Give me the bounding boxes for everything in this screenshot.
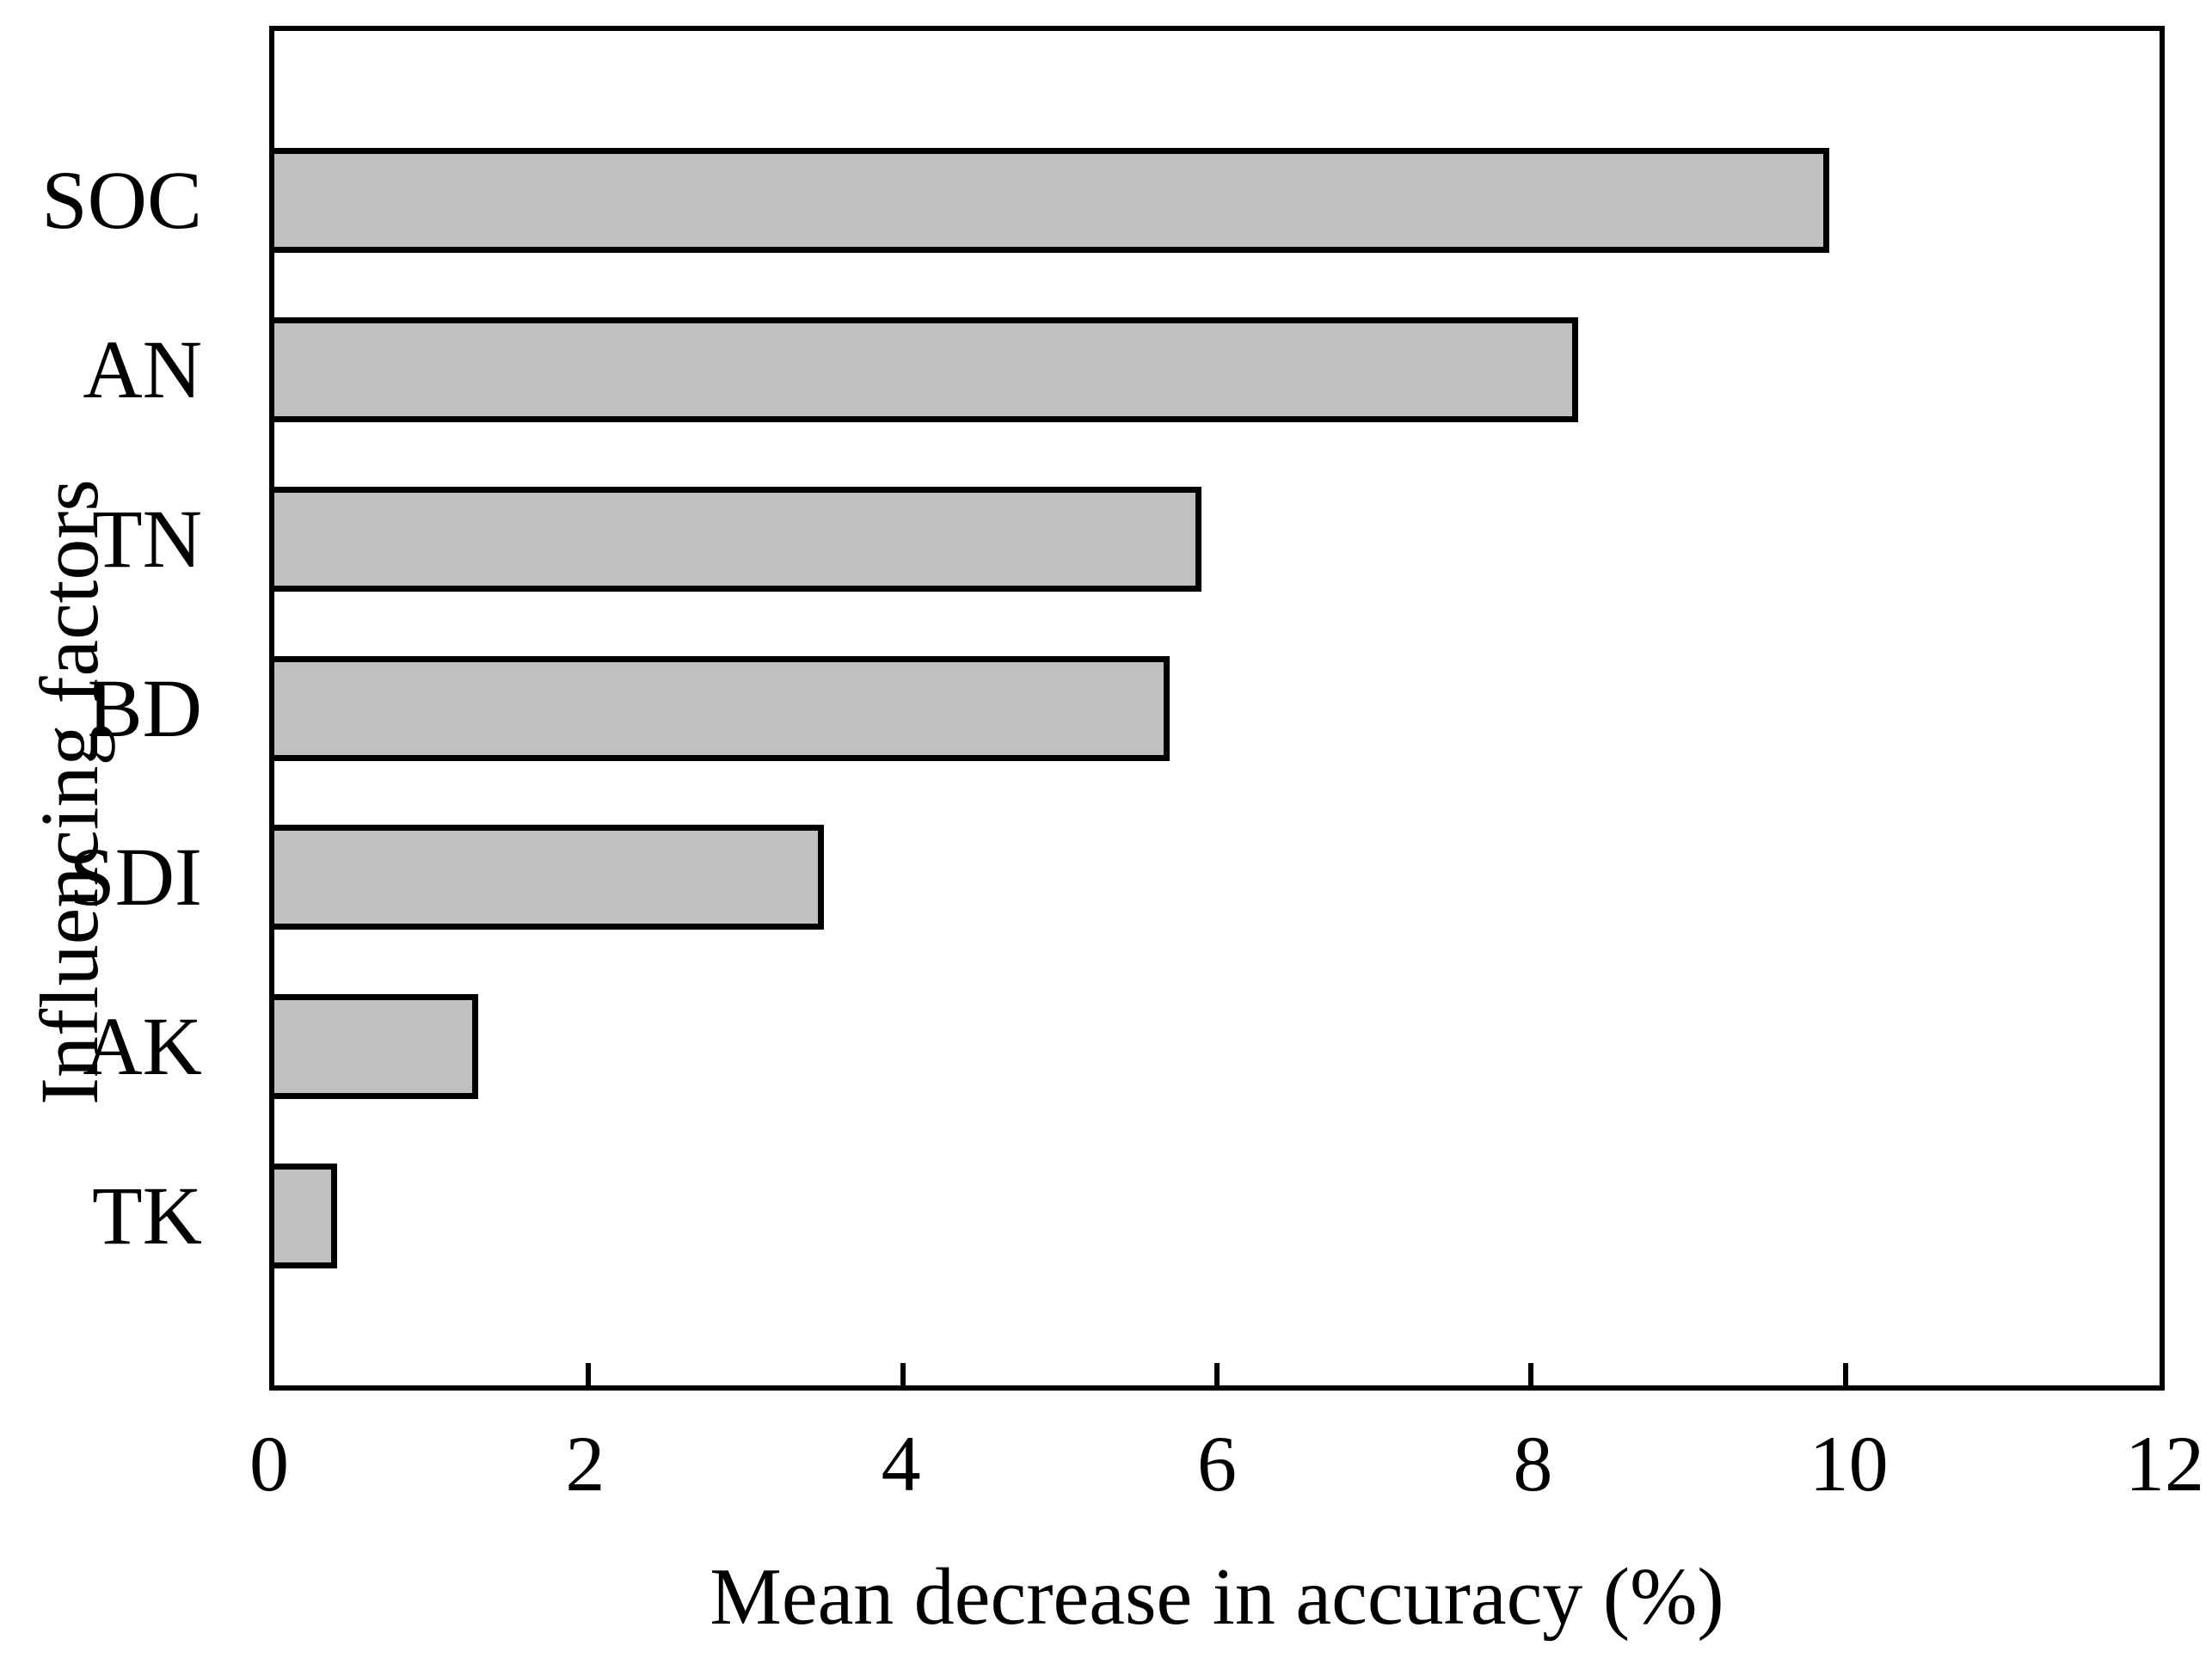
x-tick-label-0: 0 (249, 1420, 289, 1508)
category-label-tk: TK (92, 1170, 202, 1262)
bar-tn (274, 486, 1201, 592)
bar-sdi (274, 825, 825, 930)
x-tick-label-2: 2 (565, 1420, 605, 1508)
x-tick-mark-6 (1214, 1363, 1220, 1385)
bar-an (274, 316, 1579, 422)
category-label-bd: BD (87, 661, 202, 754)
category-label-ak: AK (83, 1000, 202, 1093)
category-label-tn: TN (92, 492, 202, 585)
category-label-an: AN (83, 322, 202, 415)
plot-area (269, 26, 2165, 1391)
bar-tk (274, 1164, 338, 1269)
x-tick-label-4: 4 (881, 1420, 921, 1508)
x-tick-mark-10 (1842, 1363, 1848, 1385)
x-tick-label-10: 10 (1809, 1420, 1889, 1508)
x-tick-label-12: 12 (2125, 1420, 2204, 1508)
x-tick-mark-8 (1528, 1363, 1534, 1385)
bar-soc (274, 147, 1830, 253)
x-tick-labels: 0 2 4 6 8 10 12 (249, 1420, 2204, 1515)
x-tick-label-8: 8 (1513, 1420, 1553, 1508)
category-label-soc: SOC (41, 153, 202, 246)
x-axis-title: Mean decrease in accuracy (%) (710, 1552, 1724, 1642)
x-tick-mark-2 (586, 1363, 592, 1385)
x-tick-mark-4 (900, 1363, 906, 1385)
bar-ak (274, 994, 479, 1100)
bar-bd (274, 655, 1171, 761)
category-label-sdi: SDI (69, 831, 202, 924)
x-tick-label-6: 6 (1197, 1420, 1237, 1508)
category-labels: SOC AN TN BD SDI AK TK (0, 26, 237, 1391)
